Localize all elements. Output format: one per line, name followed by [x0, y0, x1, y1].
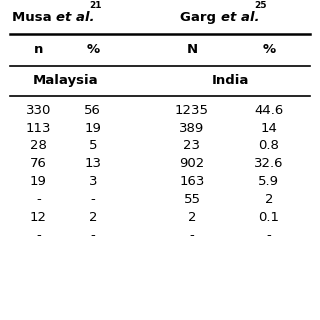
Text: et al.: et al. [221, 11, 259, 24]
Text: -: - [91, 229, 95, 242]
Text: %: % [262, 43, 276, 56]
Text: %: % [86, 43, 100, 56]
Text: India: India [212, 74, 249, 87]
Text: 2: 2 [188, 211, 196, 224]
Text: 12: 12 [30, 211, 47, 224]
Text: Malaysia: Malaysia [33, 74, 99, 87]
Text: -: - [36, 229, 41, 242]
Text: -: - [36, 193, 41, 206]
Text: 19: 19 [30, 175, 47, 188]
Text: 76: 76 [30, 157, 47, 170]
Text: 32.6: 32.6 [254, 157, 284, 170]
Text: 163: 163 [179, 175, 205, 188]
Text: 3: 3 [89, 175, 97, 188]
Text: 113: 113 [26, 122, 51, 134]
Text: 0.1: 0.1 [258, 211, 279, 224]
Text: 19: 19 [84, 122, 101, 134]
Text: 0.8: 0.8 [258, 139, 279, 152]
Text: 902: 902 [180, 157, 204, 170]
Text: Garg: Garg [180, 11, 221, 24]
Text: Musa: Musa [12, 11, 56, 24]
Text: 56: 56 [84, 104, 101, 117]
Text: 14: 14 [260, 122, 277, 134]
Text: 5.9: 5.9 [258, 175, 279, 188]
Text: 25: 25 [254, 1, 267, 10]
Text: 1235: 1235 [175, 104, 209, 117]
Text: -: - [190, 229, 194, 242]
Text: 330: 330 [26, 104, 51, 117]
Text: 23: 23 [183, 139, 201, 152]
Text: et al.: et al. [56, 11, 94, 24]
Text: 2: 2 [265, 193, 273, 206]
Text: 2: 2 [89, 211, 97, 224]
Text: 389: 389 [180, 122, 204, 134]
Text: 28: 28 [30, 139, 47, 152]
Text: -: - [267, 229, 271, 242]
Text: 55: 55 [183, 193, 201, 206]
Text: 5: 5 [89, 139, 97, 152]
Text: N: N [187, 43, 197, 56]
Text: 44.6: 44.6 [254, 104, 284, 117]
Text: -: - [91, 193, 95, 206]
Text: 13: 13 [84, 157, 101, 170]
Text: n: n [34, 43, 43, 56]
Text: 21: 21 [90, 1, 102, 10]
